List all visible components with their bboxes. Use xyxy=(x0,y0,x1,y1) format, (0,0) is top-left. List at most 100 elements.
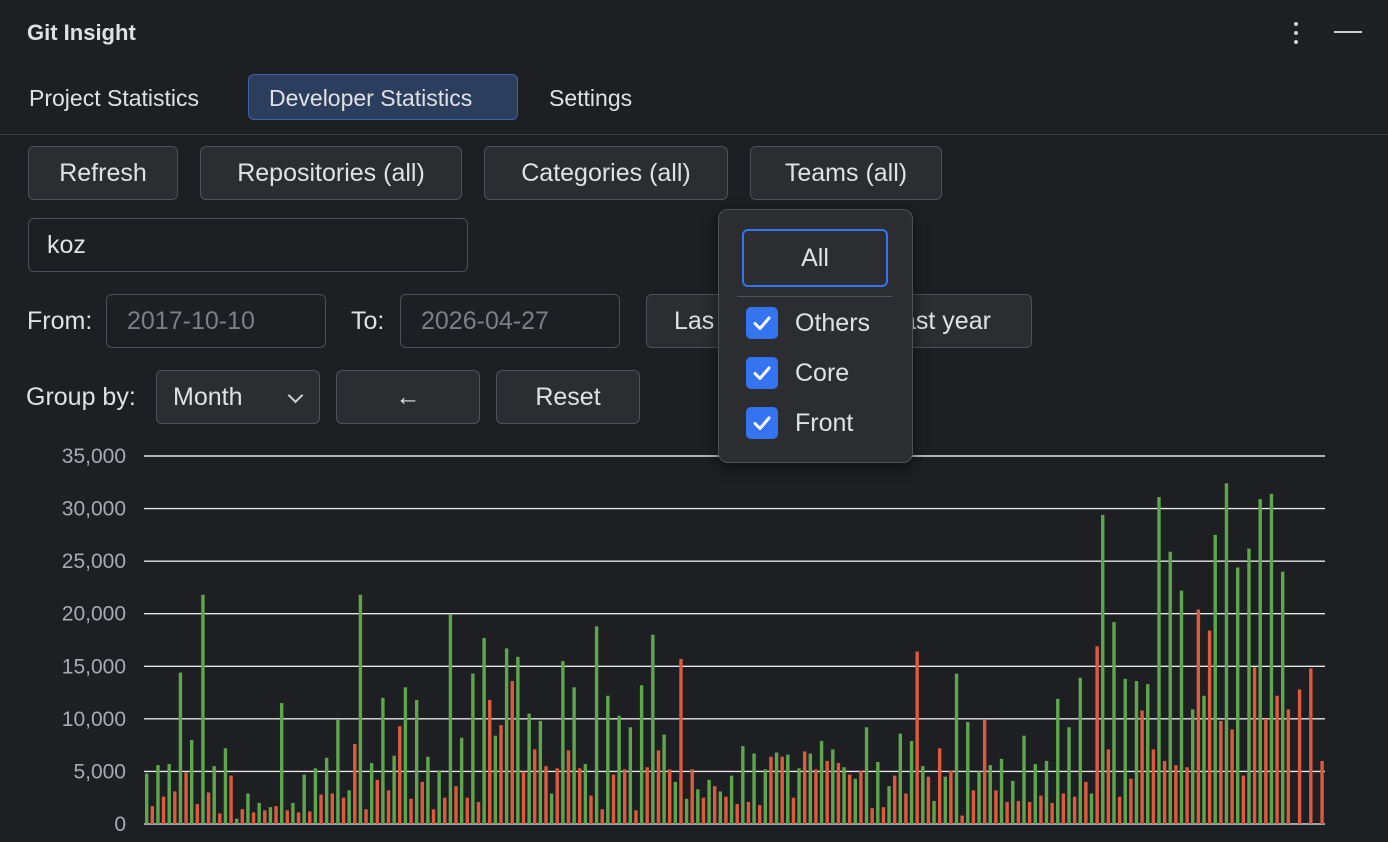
bar-red xyxy=(308,811,312,824)
bar-red xyxy=(1095,646,1099,824)
select-all-button[interactable]: All xyxy=(742,229,888,287)
checkbox-checked-icon[interactable] xyxy=(746,357,778,389)
bar-green xyxy=(932,800,936,824)
tab-project-statistics[interactable]: Project Statistics xyxy=(29,85,199,111)
bar-red xyxy=(701,797,706,824)
bar-green xyxy=(842,767,846,824)
bar-red xyxy=(375,779,379,824)
bar-red xyxy=(431,809,436,824)
bar-red xyxy=(825,760,829,824)
bar-red xyxy=(1252,667,1257,824)
bar-red xyxy=(668,769,672,824)
bar-green xyxy=(651,634,655,824)
bar-red xyxy=(499,725,503,824)
bar-red xyxy=(1140,710,1144,824)
bar-green xyxy=(437,770,441,824)
bar-green xyxy=(392,755,396,824)
bar-red xyxy=(274,806,278,824)
teams-popup: All Others Core Front xyxy=(718,209,913,463)
bar-green xyxy=(538,720,543,824)
bar-red xyxy=(1117,796,1122,824)
bar-green xyxy=(234,818,239,824)
bar-green xyxy=(1033,764,1037,824)
bar-red xyxy=(1027,801,1032,824)
bar-red xyxy=(1309,668,1313,824)
bar-red xyxy=(847,774,852,824)
bar-green xyxy=(977,771,981,824)
bar-green xyxy=(572,687,576,824)
teams-filter-button[interactable]: Teams (all) xyxy=(750,146,942,200)
bar-green xyxy=(1022,735,1026,824)
bar-green xyxy=(1269,493,1274,824)
last-year-button[interactable]: ast year xyxy=(890,294,1032,348)
bar-red xyxy=(746,801,751,824)
bar-red xyxy=(892,775,897,824)
bar-red xyxy=(184,772,188,824)
bar-red xyxy=(555,768,559,824)
bar-red xyxy=(1005,801,1009,824)
bar-red xyxy=(420,781,424,824)
commits-bar-chart: 0 5,000 10,000 15,000 20,000 25,000 30,000 35,0… xyxy=(62,445,1325,836)
bar-green xyxy=(831,749,835,824)
from-date-field[interactable]: 2017-10-10 xyxy=(106,294,326,348)
checkbox-checked-icon[interactable] xyxy=(746,307,778,339)
bar-green xyxy=(347,790,351,824)
bar-red xyxy=(724,796,728,824)
bar-green xyxy=(1112,622,1116,824)
bar-green xyxy=(606,695,610,824)
minimize-icon[interactable] xyxy=(1334,31,1362,33)
bar-red xyxy=(330,793,334,824)
bar-green xyxy=(707,779,711,824)
team-option-front[interactable]: Front xyxy=(746,407,853,439)
bar-red xyxy=(1196,609,1201,824)
bar-green xyxy=(426,756,430,824)
bar-green xyxy=(583,764,588,824)
bar-green xyxy=(1078,677,1082,824)
checkbox-checked-icon[interactable] xyxy=(746,407,778,439)
team-option-label: Front xyxy=(795,408,854,437)
bar-red xyxy=(341,797,346,824)
tab-settings[interactable]: Settings xyxy=(549,85,633,111)
bar-green xyxy=(1236,567,1240,824)
bar-red xyxy=(690,769,694,824)
bar-green xyxy=(223,748,228,824)
more-options-icon[interactable] xyxy=(1284,18,1308,48)
reset-button[interactable]: Reset xyxy=(496,370,640,424)
repositories-filter-button[interactable]: Repositories (all) xyxy=(200,146,462,200)
team-option-others[interactable]: Others xyxy=(746,307,870,339)
refresh-button[interactable]: Refresh xyxy=(28,146,178,200)
to-date-field[interactable]: 2026-04-27 xyxy=(400,294,620,348)
bar-green xyxy=(414,699,419,824)
bar-red xyxy=(1230,729,1234,824)
developer-search-input[interactable]: koz xyxy=(28,218,468,272)
bar-red xyxy=(769,756,773,824)
bar-green xyxy=(358,594,363,824)
bar-red xyxy=(1084,781,1088,824)
y-tick-label: 25,000 xyxy=(62,550,126,573)
y-tick-label: 35,000 xyxy=(62,445,126,468)
tab-developer-statistics[interactable]: Developer Statistics xyxy=(248,74,518,120)
bar-red xyxy=(409,798,413,824)
y-tick-label: 30,000 xyxy=(62,498,126,521)
bar-green xyxy=(279,703,284,824)
bar-green xyxy=(145,773,149,824)
bar-green xyxy=(324,757,329,824)
bar-red xyxy=(1286,709,1291,824)
bar-red xyxy=(802,751,807,824)
back-button[interactable]: ← xyxy=(336,370,480,424)
bar-green xyxy=(1067,727,1071,824)
y-tick-label: 10,000 xyxy=(62,708,126,731)
bar-green xyxy=(302,774,306,824)
team-option-label: Core xyxy=(795,358,850,387)
y-tick-label: 15,000 xyxy=(62,655,126,678)
bar-red xyxy=(713,786,717,824)
categories-filter-button[interactable]: Categories (all) xyxy=(484,146,728,200)
team-option-core[interactable]: Core xyxy=(746,357,849,389)
group-by-select[interactable]: Month xyxy=(156,370,320,424)
bar-red xyxy=(443,797,447,824)
bar-green xyxy=(741,746,745,824)
bar-red xyxy=(1185,767,1189,824)
bar-green xyxy=(1179,590,1184,824)
bar-green xyxy=(1281,571,1285,824)
bar-green xyxy=(527,713,531,824)
